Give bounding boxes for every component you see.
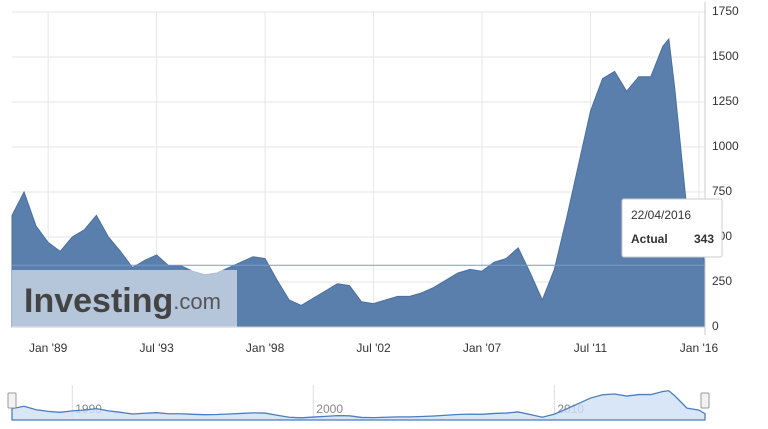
x-tick-label: Jan '07 bbox=[463, 341, 502, 355]
x-tick-label: Jul '93 bbox=[139, 341, 174, 355]
tooltip-box bbox=[621, 198, 723, 258]
y-tick-label: 0 bbox=[712, 319, 719, 333]
watermark-box bbox=[12, 270, 237, 327]
y-tick-label: 1500 bbox=[712, 49, 739, 63]
watermark: Investing.com bbox=[24, 282, 221, 320]
navigator-handle[interactable] bbox=[700, 392, 710, 409]
y-tick-label: 1250 bbox=[712, 94, 739, 108]
y-tick-label: 250 bbox=[712, 274, 732, 288]
watermark-brand: Investing bbox=[24, 282, 173, 320]
tooltip-date: 22/04/2016 bbox=[631, 208, 691, 222]
tooltip-label: Actual bbox=[631, 232, 668, 246]
navigator: 199020002010 bbox=[7, 385, 710, 421]
x-tick-label: Jan '16 bbox=[680, 341, 719, 355]
y-tick-label: 750 bbox=[712, 184, 732, 198]
x-tick-label: Jan '89 bbox=[29, 341, 68, 355]
tooltip-value: 343 bbox=[694, 232, 714, 246]
watermark-suffix: .com bbox=[173, 289, 221, 314]
navigator-handle[interactable] bbox=[7, 392, 17, 409]
x-tick-label: Jan '98 bbox=[246, 341, 285, 355]
y-tick-label: 1000 bbox=[712, 139, 739, 153]
navigator-tick-label: 2000 bbox=[316, 402, 343, 416]
x-tick-label: Jul '02 bbox=[356, 341, 391, 355]
navigator-area bbox=[11, 390, 706, 421]
x-tick-label: Jul '11 bbox=[574, 341, 608, 355]
y-tick-label: 1750 bbox=[712, 4, 739, 18]
